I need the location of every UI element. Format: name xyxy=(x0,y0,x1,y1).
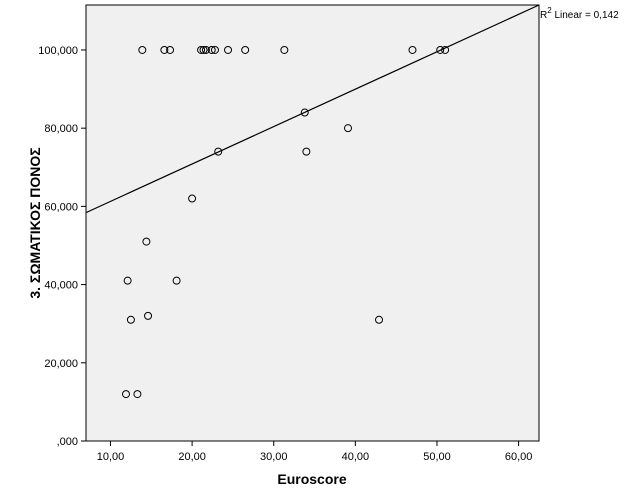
x-axis: 10,00 20,00 30,00 40,00 50,00 60,00 xyxy=(97,441,533,463)
x-tick-label: 20,00 xyxy=(178,451,206,463)
x-tick-label: 40,00 xyxy=(342,451,370,463)
data-point xyxy=(126,315,135,324)
data-point xyxy=(172,276,181,285)
x-tick-label: 50,00 xyxy=(423,451,451,463)
data-point xyxy=(121,390,130,399)
data-point xyxy=(133,390,142,399)
y-tick-label: 40,000 xyxy=(44,280,78,292)
data-point xyxy=(280,45,289,54)
data-point xyxy=(188,194,197,203)
data-point xyxy=(160,45,169,54)
y-tick-label: 80,000 xyxy=(44,123,78,135)
plot-area xyxy=(85,4,540,442)
data-point xyxy=(199,45,208,54)
data-points xyxy=(121,45,450,399)
x-tick-label: 30,00 xyxy=(260,451,288,463)
data-point xyxy=(138,45,147,54)
y-tick-label: ,000 xyxy=(57,436,78,448)
x-tick-label: 60,00 xyxy=(505,451,533,463)
data-point xyxy=(436,45,445,54)
y-axis: ,000 20,000 40,000 60,000 80,000 100,000 xyxy=(38,45,86,448)
y-tick-label: 60,000 xyxy=(44,201,78,213)
data-point xyxy=(197,45,206,54)
r-squared-superscript: 2 xyxy=(547,6,552,15)
x-axis-title: Euroscore xyxy=(277,471,346,487)
y-tick-label: 100,000 xyxy=(38,45,78,57)
data-point xyxy=(214,147,223,156)
data-point xyxy=(144,311,153,320)
data-point xyxy=(201,45,210,54)
linear-fit-line xyxy=(85,4,540,214)
data-point xyxy=(123,276,132,285)
data-point xyxy=(166,45,175,54)
data-point xyxy=(344,124,353,133)
data-point xyxy=(142,237,151,246)
data-point xyxy=(224,45,233,54)
r-squared-annotation: R2 Linear = 0,142 xyxy=(540,6,619,21)
y-tick-label: 20,000 xyxy=(44,358,78,370)
r-squared-value: Linear = 0,142 xyxy=(552,10,619,21)
y-axis-title: 3. ΣΩΜΑΤΙΚΟΣ ΠΟΝΟΣ xyxy=(27,147,43,298)
data-point xyxy=(408,45,417,54)
r-label: R xyxy=(540,10,547,21)
data-point xyxy=(300,108,309,117)
data-point xyxy=(210,45,219,54)
data-point xyxy=(207,45,216,54)
data-point xyxy=(375,315,384,324)
data-point xyxy=(302,147,311,156)
x-tick-label: 10,00 xyxy=(97,451,125,463)
data-point xyxy=(241,45,250,54)
